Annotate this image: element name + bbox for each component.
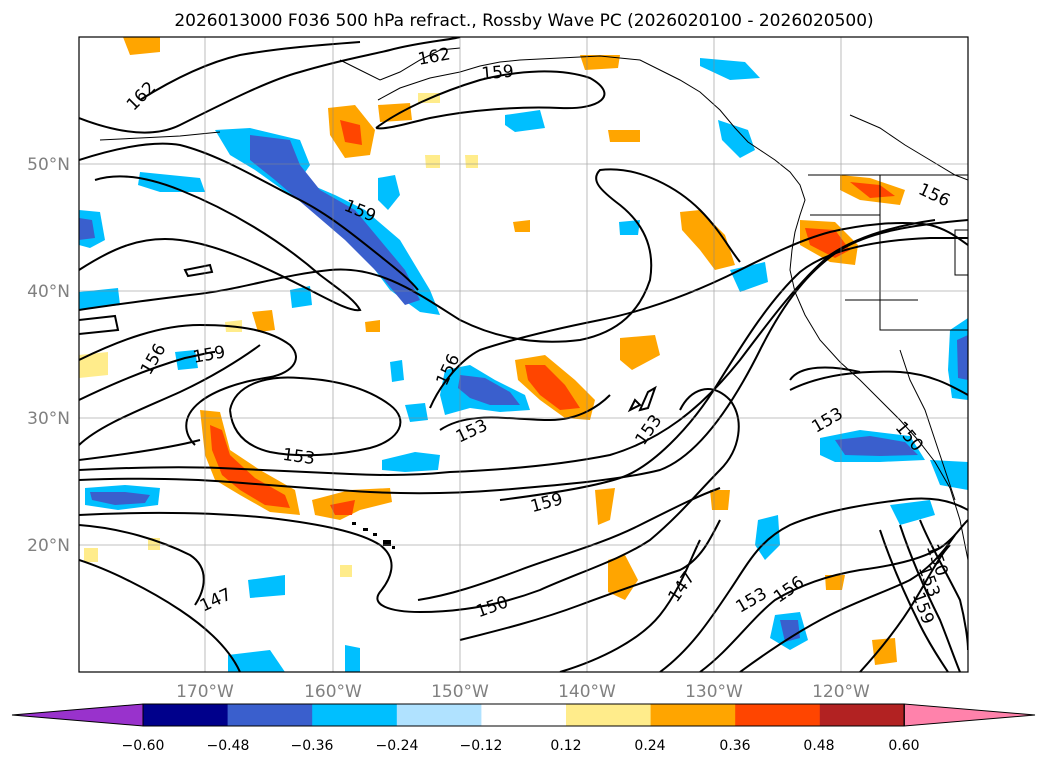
colorbar-segment — [819, 704, 905, 726]
hawaiian-islands — [352, 522, 395, 549]
lon-label: 160°W — [304, 682, 362, 702]
lat-label: 30°N — [27, 409, 70, 429]
colorbar-segment — [396, 704, 482, 726]
map-panel: 162 162 159 159 159 156 156 156 153 153 … — [79, 37, 968, 672]
colorbar-tick: −0.60 — [122, 738, 165, 754]
gridlines — [79, 37, 968, 672]
colorbar-extend-low — [11, 703, 144, 727]
lon-label: 130°W — [685, 682, 743, 702]
colorbar-tick: −0.36 — [291, 738, 334, 754]
lon-label: 120°W — [812, 682, 870, 702]
lon-label: 140°W — [558, 682, 616, 702]
colorbar-segment — [650, 704, 736, 726]
colorbar-tick: 0.60 — [888, 738, 919, 754]
colorbar: −0.60 −0.48 −0.36 −0.24 −0.12 0.12 0.24 … — [11, 703, 1036, 754]
lat-label: 50°N — [27, 155, 70, 175]
lon-label: 170°W — [176, 682, 234, 702]
colorbar-tick: −0.24 — [376, 738, 419, 754]
colorbar-segment — [566, 704, 652, 726]
colorbar-tick: 0.24 — [634, 738, 665, 754]
latitude-labels: 50°N 40°N 30°N 20°N — [27, 155, 70, 556]
lat-label: 40°N — [27, 282, 70, 302]
colorbar-tick: 0.12 — [550, 738, 581, 754]
height-contours — [79, 37, 968, 672]
colorbar-tick: 0.36 — [719, 738, 750, 754]
lon-label: 150°W — [431, 682, 489, 702]
colorbar-segment — [143, 704, 229, 726]
colorbar-segment — [735, 704, 821, 726]
colorbar-tick: −0.12 — [460, 738, 503, 754]
map-frame — [78, 36, 969, 673]
colorbar-segment — [227, 704, 313, 726]
longitude-labels: 170°W 160°W 150°W 140°W 130°W 120°W — [176, 682, 870, 702]
contour-label: 153 — [281, 445, 316, 469]
colorbar-tick: 0.48 — [803, 738, 834, 754]
lat-label: 20°N — [27, 536, 70, 556]
colorbar-extend-high — [903, 703, 1036, 727]
colorbar-tick: −0.48 — [207, 738, 250, 754]
coastlines — [99, 47, 968, 561]
colorbar-segment — [312, 704, 398, 726]
contour-label: 159 — [481, 62, 515, 85]
figure-title: 2026013000 F036 500 hPa refract., Rossby… — [174, 11, 873, 31]
colorbar-segment — [481, 704, 567, 726]
